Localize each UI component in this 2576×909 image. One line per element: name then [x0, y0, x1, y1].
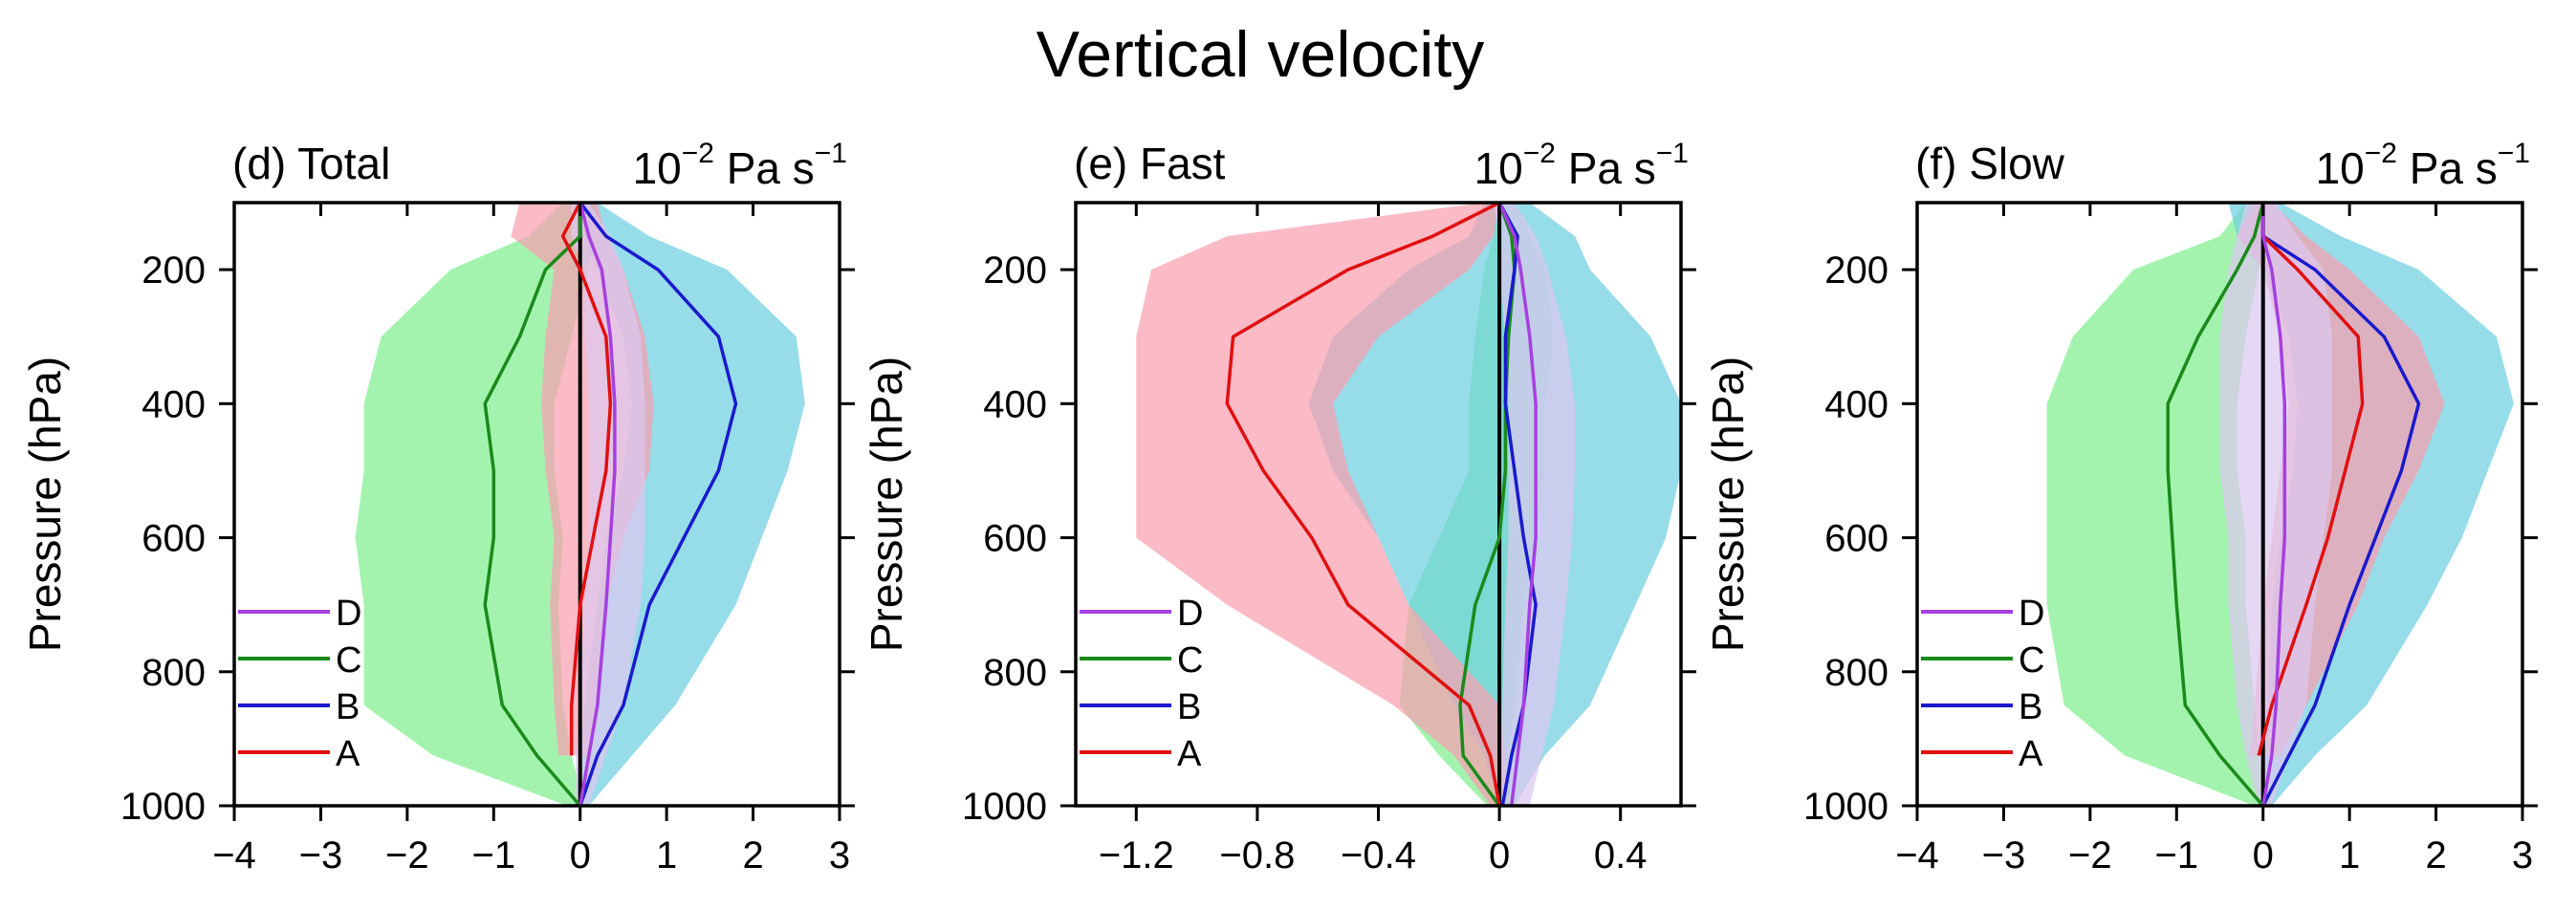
y-axis-label: Pressure (hPa) [20, 357, 70, 652]
x-tick-label: 1 [656, 834, 677, 877]
legend-label-c: C [1177, 640, 1203, 681]
line-a [560, 203, 613, 756]
x-tick-label: −3 [1982, 834, 2026, 877]
plot-area [355, 203, 805, 806]
band-b [1308, 203, 1681, 806]
legend-label-b: B [2019, 687, 2042, 727]
y-tick-label: 1000 [1803, 786, 1888, 828]
y-tick-label: 400 [983, 383, 1047, 425]
plot-frame [1915, 201, 2524, 808]
legend-label-d: D [2019, 594, 2044, 634]
plot-frame [232, 201, 841, 808]
x-tick-label: −2 [385, 834, 429, 877]
y-axis-label: Pressure (hPa) [1703, 357, 1753, 652]
line-c [483, 203, 582, 806]
y-tick-label: 800 [1824, 652, 1888, 694]
x-tick-label: 1 [2339, 834, 2360, 877]
plot-area [1136, 203, 1681, 806]
x-tick-label: −1 [2154, 834, 2198, 877]
panel-1: −4 −3 −2 −1 0 1 2 3 200 400 600 800 1000 Pressure (hP… [20, 138, 855, 877]
y-tick-label: 200 [142, 249, 206, 292]
panel-label: (d) Total [232, 139, 390, 188]
line-d [1497, 203, 1538, 806]
line-b [2260, 203, 2421, 806]
units-label: 10−2 Pa s−1 [2316, 138, 2530, 193]
x-tick-label: 0 [1489, 834, 1510, 877]
panel-2: −1.2 −0.8 −0.4 0 0.4 200 400 600 800 1000 Pressure… [862, 138, 1696, 877]
panel-label: (e) Fast [1074, 139, 1226, 188]
units-label: 10−2 Pa s−1 [1474, 138, 1689, 193]
line-a [1225, 203, 1501, 806]
y-tick-label: 600 [983, 518, 1047, 560]
x-tick-label: 0.4 [1594, 834, 1648, 877]
y-tick-label: 600 [1824, 518, 1888, 560]
x-tick-label: 2 [742, 834, 763, 877]
x-tick-label: −3 [299, 834, 343, 877]
x-tick-label: 3 [829, 834, 850, 877]
y-tick-label: 800 [983, 652, 1047, 694]
line-d [578, 203, 617, 806]
x-tick-label: −4 [1895, 834, 1939, 877]
band-c [2046, 203, 2277, 806]
panel-label: (f) Slow [1915, 139, 2065, 188]
panel-3: −4 −3 −2 −1 0 1 2 3 200 400 600 800 1000 Pressure (hP… [1703, 138, 2538, 877]
x-tick-label: 0 [570, 834, 591, 877]
y-tick-label: 200 [1824, 249, 1888, 292]
figure-title: Vertical velocity [1037, 18, 1485, 91]
y-tick-label: 800 [142, 652, 206, 694]
y-tick-label: 600 [142, 518, 206, 560]
x-tick-label: 0 [2253, 834, 2274, 877]
plot-area [2046, 203, 2514, 806]
x-tick-label: 2 [2425, 834, 2446, 877]
legend-label-d: D [336, 594, 361, 634]
x-tick-label: 3 [2512, 834, 2533, 877]
x-tick-label: −1 [471, 834, 515, 877]
y-tick-label: 200 [983, 249, 1047, 292]
legend-label-c: C [2019, 640, 2044, 681]
line-d [2260, 203, 2287, 806]
legend-label-d: D [1177, 594, 1203, 634]
x-tick-label: −0.8 [1219, 834, 1295, 877]
band-a [1136, 203, 1506, 806]
x-tick-label: −4 [212, 834, 256, 877]
y-tick-label: 400 [1824, 383, 1888, 425]
units-label: 10−2 Pa s−1 [633, 138, 847, 193]
legend-label-c: C [336, 640, 361, 681]
y-tick-label: 1000 [120, 786, 206, 828]
band-d [571, 203, 645, 806]
x-tick-label: −0.4 [1341, 834, 1416, 877]
legend-label-a: A [2019, 734, 2043, 774]
line-a [2257, 203, 2365, 756]
band-d [2219, 203, 2333, 806]
y-tick-label: 1000 [962, 786, 1047, 828]
x-tick-label: −1.2 [1099, 834, 1174, 877]
legend-label-a: A [1177, 734, 1202, 774]
line-b [1497, 203, 1538, 806]
legend-label-b: B [1177, 687, 1201, 727]
y-tick-label: 400 [142, 383, 206, 425]
legend-label-b: B [336, 687, 360, 727]
y-axis-label: Pressure (hPa) [862, 357, 911, 652]
band-c [355, 203, 594, 806]
line-b [579, 203, 738, 806]
x-tick-label: −2 [2068, 834, 2112, 877]
line-c [2166, 203, 2265, 806]
legend-label-a: A [336, 734, 360, 774]
line-c [1458, 203, 1517, 806]
